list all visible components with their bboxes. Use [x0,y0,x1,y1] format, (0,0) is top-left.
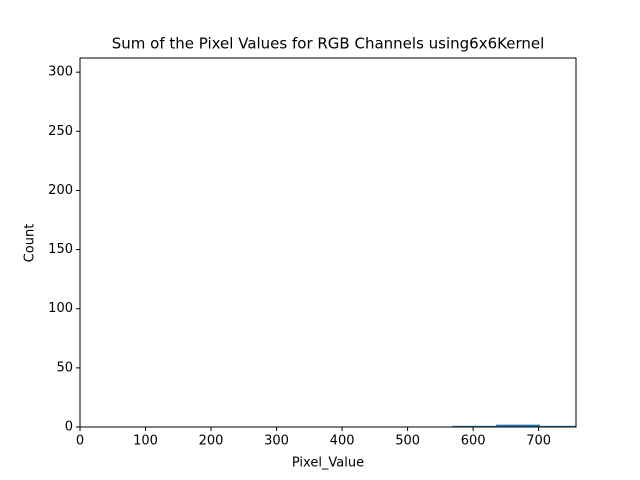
x-tick-label: 300 [264,434,289,449]
y-tick-label: 100 [48,301,73,316]
bar [452,425,497,427]
chart-title: Sum of the Pixel Values for RGB Channels… [112,35,545,53]
x-tick-label: 600 [461,434,486,449]
bar [496,424,540,427]
x-axis-label: Pixel_Value [292,456,364,471]
y-tick-label: 300 [48,65,73,80]
x-tick-label: 0 [76,434,84,449]
bar [539,425,576,427]
y-axis-label: Count [23,224,38,263]
y-tick-label: 50 [56,360,73,375]
x-tick-label: 100 [133,434,158,449]
x-tick-label: 700 [526,434,551,449]
x-tick-label: 500 [395,434,420,449]
x-tick-label: 200 [199,434,224,449]
y-tick-label: 0 [65,420,73,435]
y-tick-label: 250 [48,124,73,139]
y-tick-label: 150 [48,242,73,257]
y-tick-label: 200 [48,183,73,198]
plot-frame [79,57,577,428]
x-tick-label: 400 [330,434,355,449]
